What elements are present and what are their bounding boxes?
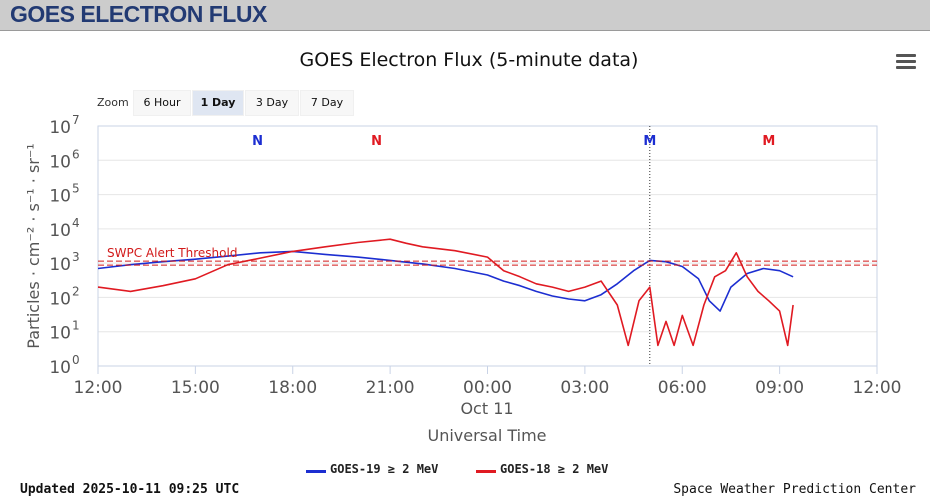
y-tick-label: 10 (49, 358, 71, 378)
series-goes18-line (97, 238, 794, 347)
y-tick-exponent: 4 (72, 216, 80, 230)
legend-goes18-label: GOES-18 ≥ 2 MeV (500, 462, 609, 476)
y-tick-label: 10 (49, 152, 71, 172)
annotation-label: N (252, 134, 263, 149)
annotation-label: N (371, 134, 382, 149)
y-tick-label: 10 (49, 187, 71, 207)
y-tick-label: 10 (49, 118, 71, 138)
x-axis-title: Universal Time (427, 426, 546, 445)
x-tick-label: 06:00 (658, 378, 707, 398)
x-tick-label: 03:00 (560, 378, 609, 398)
updated-timestamp: Updated 2025-10-11 09:25 UTC (20, 482, 240, 497)
series-goes19-line (97, 250, 794, 312)
zoom-6-hour-button[interactable]: 6 Hour (133, 90, 191, 116)
legend-goes19-label: GOES-19 ≥ 2 MeV (330, 462, 439, 476)
top-banner: GOES ELECTRON FLUX (0, 0, 930, 31)
annotation-label: M (643, 134, 656, 149)
threshold-label: SWPC Alert Threshold (107, 246, 237, 260)
legend-goes19[interactable]: GOES-19 ≥ 2 MeV (306, 462, 456, 480)
legend-goes18-swatch (476, 470, 496, 473)
chart-title: GOES Electron Flux (5-minute data) (299, 49, 639, 71)
zoom-7-day-button[interactable]: 7 Day (300, 90, 354, 116)
x-tick-label: 12:00 (74, 378, 123, 398)
y-tick-exponent: 6 (72, 147, 80, 161)
source-credit: Space Weather Prediction Center (673, 482, 916, 497)
y-tick-exponent: 0 (72, 353, 80, 367)
y-tick-exponent: 1 (72, 319, 80, 333)
x-tick-label: 00:00 (463, 378, 512, 398)
x-tick-label: 12:00 (853, 378, 902, 398)
y-tick-label: 10 (49, 324, 71, 344)
y-tick-label: 10 (49, 289, 71, 309)
x-tick-label: 09:00 (755, 378, 804, 398)
y-tick-exponent: 7 (72, 113, 80, 127)
legend-goes19-swatch (306, 470, 326, 473)
zoom-label: Zoom (97, 96, 129, 109)
y-tick-exponent: 3 (72, 250, 80, 264)
y-tick-label: 10 (49, 255, 71, 275)
y-tick-exponent: 2 (72, 284, 80, 298)
x-tick-label: 21:00 (366, 378, 415, 398)
x-date-label: Oct 11 (460, 399, 513, 418)
y-tick-exponent: 5 (72, 182, 80, 196)
y-axis-title: Particles · cm⁻² · s⁻¹ · sr⁻¹ (24, 143, 43, 348)
legend-goes18[interactable]: GOES-18 ≥ 2 MeV (476, 462, 636, 480)
x-tick-label: 15:00 (171, 378, 220, 398)
hamburger-menu-icon[interactable] (896, 54, 916, 70)
annotation-label: M (762, 134, 775, 149)
y-tick-label: 10 (49, 221, 71, 241)
x-tick-label: 18:00 (268, 378, 317, 398)
zoom-3-day-button[interactable]: 3 Day (245, 90, 299, 116)
page-header-title: GOES ELECTRON FLUX (10, 1, 267, 27)
zoom-1-day-button[interactable]: 1 Day (192, 90, 244, 116)
